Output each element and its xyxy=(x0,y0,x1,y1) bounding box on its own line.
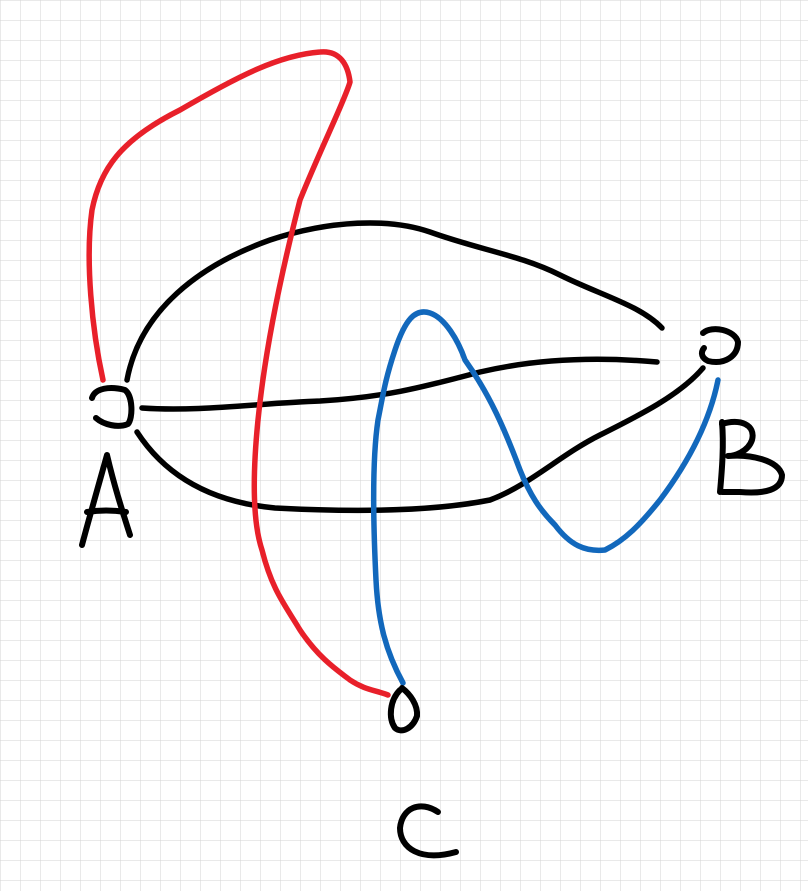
node-a xyxy=(89,385,135,429)
label-b xyxy=(717,418,785,496)
node-c xyxy=(387,685,421,734)
label-a xyxy=(79,452,133,548)
edge-a-c-red xyxy=(86,49,391,698)
edge-b-c-blue xyxy=(370,309,721,686)
label-c xyxy=(397,803,459,859)
edge-a-b-upper xyxy=(124,220,665,383)
edge-a-b-lower xyxy=(134,365,706,514)
edge-a-b-middle xyxy=(139,356,660,412)
node-b xyxy=(698,326,741,365)
